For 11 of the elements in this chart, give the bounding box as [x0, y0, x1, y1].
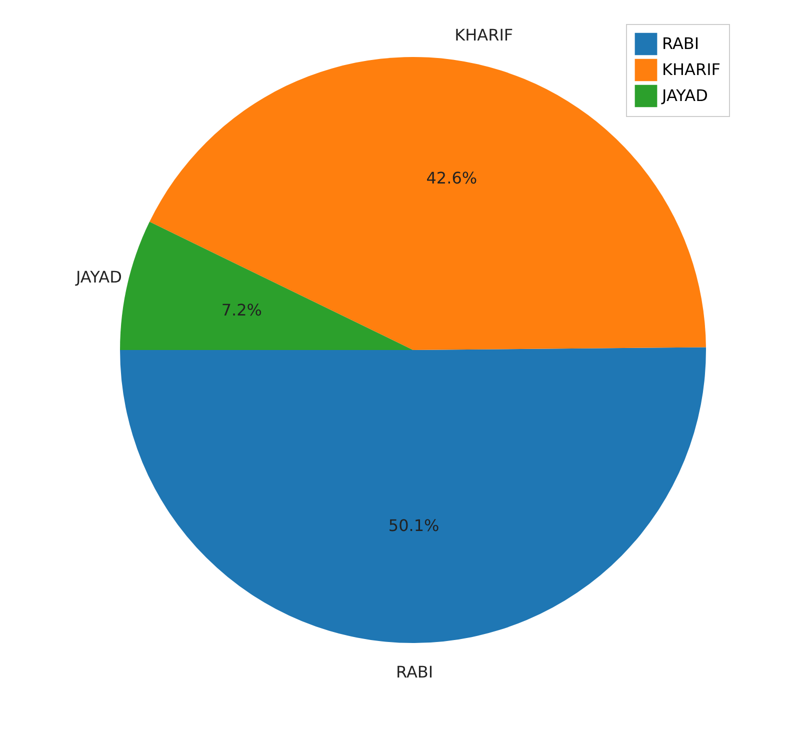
- legend-label: KHARIF: [662, 60, 721, 79]
- data-label: 42.6%: [426, 168, 478, 188]
- data-label: 7.2%: [221, 300, 262, 320]
- data-label: 50.1%: [388, 516, 440, 535]
- slice-label: RABI: [396, 662, 434, 682]
- legend-label: RABI: [662, 34, 700, 53]
- slice-label: JAYAD: [74, 268, 122, 287]
- legend-label: JAYAD: [661, 86, 708, 105]
- pie-slice: [120, 347, 706, 642]
- pie-slice: [120, 222, 413, 350]
- slice-label: KHARIF: [454, 26, 514, 45]
